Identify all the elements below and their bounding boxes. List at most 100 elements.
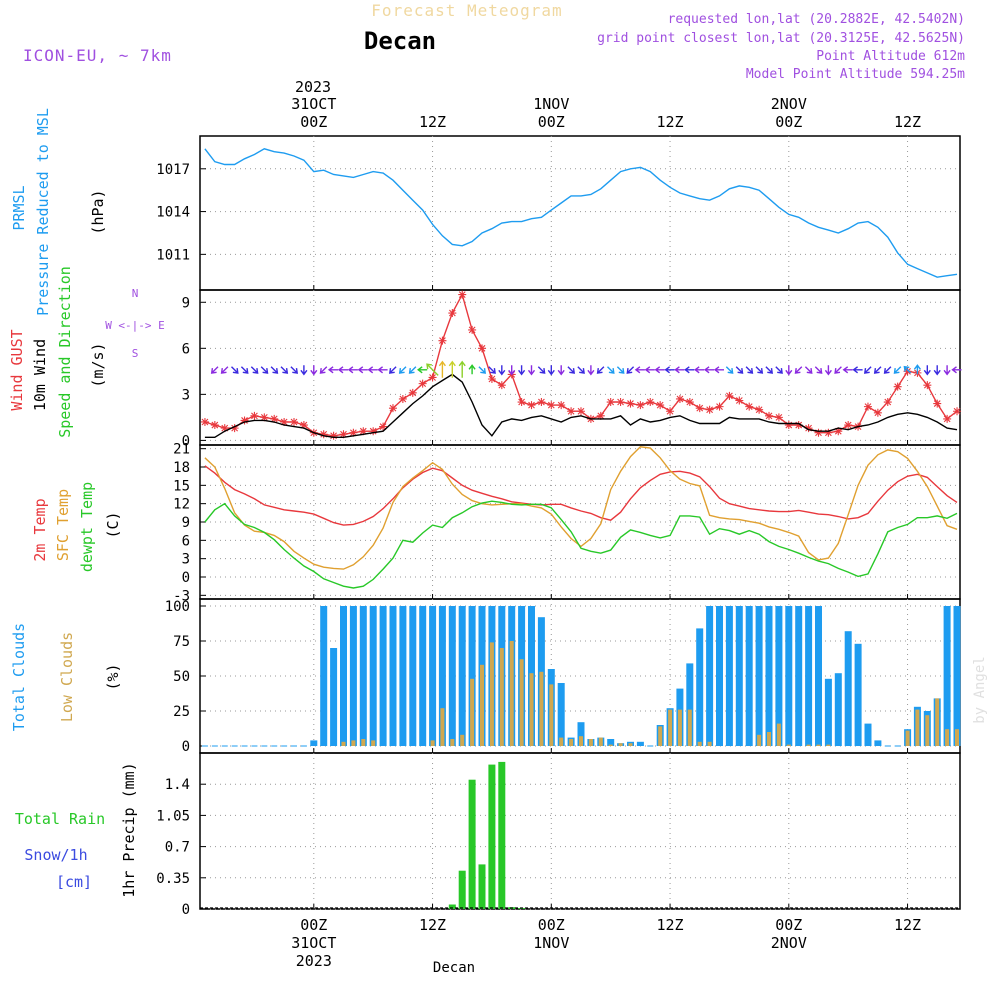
bottom-time-label: 00Z	[300, 916, 327, 934]
wind-arrow	[468, 364, 476, 375]
bar-total-clouds	[448, 606, 456, 746]
ytick-label: 1017	[156, 162, 190, 178]
bottom-time-label: 00Z	[538, 916, 565, 934]
gust-marker	[369, 427, 378, 436]
ytick-label: 3	[182, 552, 190, 568]
gust-marker	[705, 405, 714, 414]
gust-marker	[349, 428, 358, 437]
bar-low-clouds	[569, 739, 574, 746]
gust-marker	[240, 416, 249, 425]
wind-arrow	[903, 365, 912, 374]
bar-low-clouds	[757, 734, 762, 746]
wind-arrow	[567, 366, 576, 374]
bar-total-clouds	[953, 606, 961, 746]
model-name: ICON-EU, ~ 7km	[23, 46, 172, 65]
wind-arrow	[508, 365, 516, 376]
bottom-time-label: 00Z	[775, 916, 802, 934]
gust-marker	[537, 398, 546, 407]
ytick-label: 3	[182, 387, 190, 403]
wind-arrow	[694, 366, 705, 374]
bar-low-clouds	[549, 684, 554, 746]
wind-arrow	[703, 366, 715, 374]
gust-marker	[666, 407, 675, 416]
gust-marker	[794, 421, 803, 430]
temperature-legend: 2m Temp SFC Temp dewpt Temp (C)	[31, 482, 122, 572]
gust-marker	[388, 404, 397, 413]
series-line-dewpt-temp	[204, 500, 958, 589]
wind-arrow	[684, 366, 695, 374]
bar-total-clouds	[706, 606, 714, 746]
wind-arrow	[448, 360, 456, 378]
bar-total-clouds	[765, 606, 773, 746]
wind-arrow	[634, 366, 645, 374]
wind-arrow	[893, 366, 902, 374]
ytick-label: 0.7	[165, 840, 190, 856]
gust-marker	[230, 424, 239, 433]
wind-arrow	[577, 366, 585, 374]
bar-total-rain	[458, 870, 466, 909]
bar-total-clouds	[320, 606, 328, 746]
temperature-panel: 21 18 15 12 9 6 3 0 -3	[173, 442, 961, 604]
bottom-time-label: 12Z	[657, 916, 684, 934]
gust-marker	[933, 399, 942, 408]
gust-marker	[299, 421, 308, 430]
pressure-panel: 1017 1014 1011	[156, 135, 961, 291]
gust-marker	[636, 401, 645, 410]
gust-marker	[725, 391, 734, 400]
bar-low-clouds	[341, 741, 346, 746]
wind-arrow	[280, 366, 289, 374]
bottom-time-label: 1NOV	[533, 934, 569, 952]
bar-low-clouds	[955, 729, 959, 746]
bar-low-clouds	[509, 641, 514, 746]
bar-low-clouds	[559, 737, 564, 746]
wind-arrow	[240, 366, 249, 374]
bar-low-clouds	[460, 734, 465, 746]
wind-arrow	[616, 366, 625, 374]
wind-arrow	[765, 366, 774, 374]
legend-2m-temp: 2m Temp	[31, 498, 49, 561]
legend-wind-gust: Wind GUST	[8, 329, 26, 410]
wind-arrow	[478, 366, 487, 374]
gust-marker	[774, 413, 783, 422]
ytick-label: 0.35	[156, 871, 190, 887]
bar-low-clouds	[816, 744, 821, 746]
wind-arrow	[210, 366, 219, 374]
wind-arrow	[426, 363, 439, 376]
wind-arrow	[775, 366, 783, 374]
legend-cm: [cm]	[56, 873, 92, 891]
bar-total-clouds	[458, 606, 466, 746]
gust-marker	[398, 394, 407, 403]
wind-arrow	[488, 366, 496, 374]
compass-we: W <-|-> E	[105, 319, 165, 332]
bar-low-clouds	[588, 739, 593, 746]
gust-marker	[715, 402, 724, 411]
bar-low-clouds	[618, 743, 623, 746]
wind-arrow	[745, 366, 754, 374]
temperature-unit: (C)	[104, 511, 122, 538]
panel-frame-4	[199, 752, 961, 910]
series-line-2m-temp	[204, 465, 958, 526]
pressure-unit: (hPa)	[89, 189, 107, 234]
top-time-label: 12Z	[894, 113, 921, 131]
ytick-label: 50	[173, 669, 190, 685]
bar-low-clouds	[480, 664, 484, 746]
wind-arrow	[626, 366, 635, 374]
bottom-time-label: 2023	[296, 952, 332, 970]
wind-arrow	[755, 366, 764, 374]
bar-total-rain	[468, 779, 476, 909]
wind-arrow	[347, 366, 358, 374]
bar-total-clouds	[716, 606, 723, 746]
bar-total-clouds	[725, 606, 733, 746]
gust-marker	[448, 309, 457, 318]
wind-arrow	[408, 366, 417, 374]
wind-arrow	[794, 366, 803, 374]
legend-snow: Snow/1h	[24, 846, 87, 864]
ytick-label: 0	[182, 739, 190, 755]
legend-pressure-msl: Pressure Reduced to MSL	[34, 108, 52, 316]
bar-total-clouds	[389, 606, 397, 746]
gust-marker	[814, 428, 823, 437]
gust-marker	[210, 421, 219, 430]
gust-marker	[685, 398, 694, 407]
wind-arrow	[587, 365, 595, 376]
gust-marker	[943, 414, 952, 423]
